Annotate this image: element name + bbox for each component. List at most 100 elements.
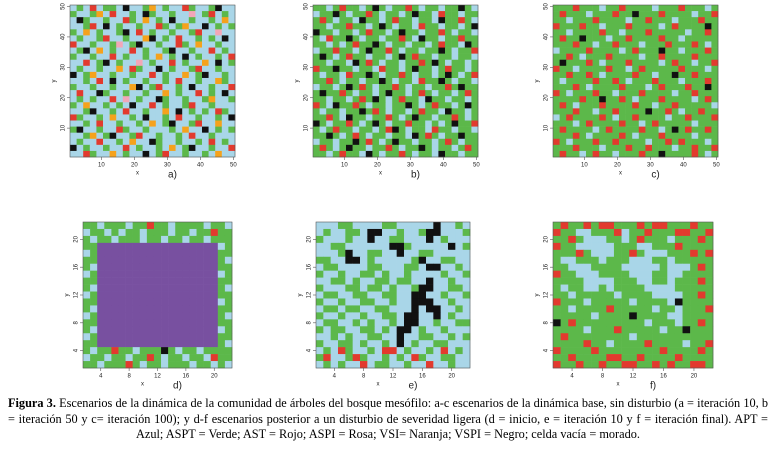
x-tick-label: 50 [230, 163, 237, 169]
cell [568, 284, 577, 292]
cell [76, 23, 84, 30]
cell [313, 132, 320, 140]
cell [169, 71, 176, 79]
cell [560, 270, 569, 278]
cell [592, 35, 600, 42]
cell [385, 126, 393, 133]
cell [109, 144, 117, 152]
cell [379, 114, 386, 121]
cell [698, 41, 706, 48]
cell [168, 347, 176, 355]
cell [553, 319, 561, 327]
cell [215, 77, 223, 85]
cell [674, 242, 683, 251]
cell [392, 17, 400, 24]
cell [339, 59, 347, 67]
cell [70, 65, 77, 73]
cell [405, 102, 413, 109]
cell [667, 256, 676, 265]
cell [451, 84, 459, 91]
cell [149, 102, 157, 109]
cell [425, 17, 433, 24]
cell [168, 319, 176, 327]
cell [161, 340, 169, 348]
cell [621, 291, 630, 299]
cell [705, 354, 714, 362]
cell [462, 298, 471, 306]
cell [698, 17, 706, 24]
cell [605, 11, 613, 18]
cell [217, 249, 226, 258]
cell [189, 340, 197, 348]
cell [612, 29, 620, 36]
cell [162, 102, 170, 109]
cell [83, 150, 91, 158]
cell [711, 102, 719, 109]
cell [411, 333, 419, 341]
cell [175, 354, 183, 362]
cell [89, 59, 97, 67]
cell [705, 284, 714, 292]
cell [671, 35, 679, 42]
cell [374, 256, 383, 265]
cell [142, 47, 150, 54]
cell [316, 340, 324, 348]
cell [583, 270, 592, 278]
cell [645, 53, 653, 61]
cell [228, 11, 236, 18]
cell [96, 114, 104, 121]
cell [228, 65, 236, 73]
cell [572, 71, 580, 79]
cell [155, 138, 163, 146]
cell [629, 326, 638, 334]
cell [208, 53, 216, 61]
cell [690, 242, 699, 251]
cell [319, 126, 327, 133]
cell [203, 249, 212, 258]
cell [125, 354, 133, 362]
cell [396, 242, 405, 251]
cell [346, 144, 353, 152]
cell [697, 249, 706, 258]
cell [161, 326, 169, 334]
cell [224, 291, 233, 299]
cell [155, 11, 163, 18]
cell [195, 96, 203, 103]
cell [352, 77, 360, 85]
cell [352, 102, 360, 109]
cell [189, 270, 197, 278]
x-tick-label: 50 [473, 163, 480, 169]
cell [425, 144, 433, 152]
cell [385, 77, 393, 85]
panel-label: b) [411, 170, 420, 181]
cell [332, 108, 340, 115]
cell [195, 77, 203, 85]
cell [367, 333, 375, 341]
cell [316, 263, 324, 271]
cell [431, 71, 439, 79]
cell [125, 312, 133, 320]
cell [365, 77, 373, 85]
cell [451, 132, 459, 140]
cell [674, 305, 683, 313]
cell [396, 354, 405, 362]
cell [104, 347, 112, 355]
cell [316, 277, 324, 285]
cell [359, 150, 367, 158]
x-tick-label: 4 [570, 374, 574, 380]
cell [372, 71, 380, 79]
cell [109, 126, 117, 133]
cell [690, 256, 699, 265]
cell [396, 340, 405, 348]
cell [583, 263, 592, 271]
cell [658, 132, 666, 140]
cell [471, 138, 479, 146]
cell [360, 291, 368, 299]
cell [70, 108, 77, 115]
cell [625, 90, 633, 97]
y-tick-label: 16 [544, 263, 550, 270]
cell [161, 270, 169, 278]
cell [458, 102, 466, 109]
cell [188, 90, 196, 97]
cell [691, 71, 699, 79]
